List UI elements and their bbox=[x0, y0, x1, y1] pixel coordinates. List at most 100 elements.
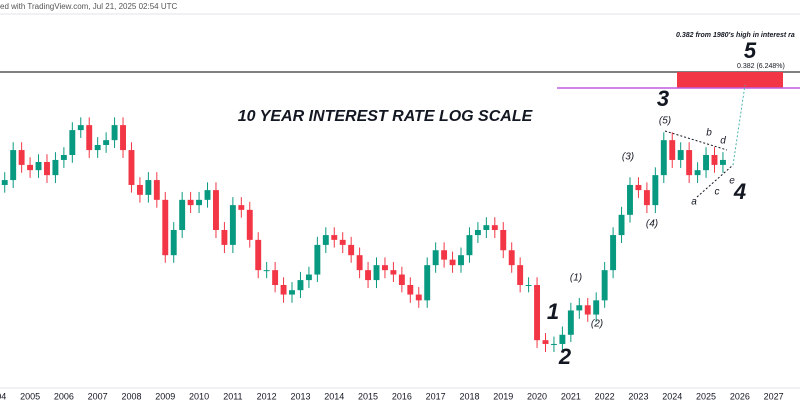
x-tick-label: 2005 bbox=[20, 391, 40, 401]
candle-body bbox=[365, 270, 372, 281]
candle-body bbox=[297, 280, 304, 291]
wave-label: (3) bbox=[622, 152, 634, 163]
x-tick-label: 2019 bbox=[493, 391, 513, 401]
candle-body bbox=[348, 244, 355, 256]
candle-body bbox=[458, 255, 464, 266]
x-tick-label: 2004 bbox=[0, 391, 6, 401]
candle-body bbox=[618, 214, 625, 236]
wave-label: (5) bbox=[659, 116, 671, 127]
x-tick-label: 2013 bbox=[290, 391, 310, 401]
candle-body bbox=[593, 300, 600, 315]
candle-body bbox=[719, 159, 726, 165]
candle-body bbox=[474, 229, 481, 236]
chart-title: 10 YEAR INTEREST RATE LOG SCALE bbox=[238, 108, 534, 125]
x-tick-label: 2006 bbox=[54, 391, 74, 401]
candle-body bbox=[483, 225, 490, 230]
candle-body bbox=[517, 265, 524, 286]
candle-body bbox=[542, 340, 549, 344]
x-tick-label: 2014 bbox=[324, 391, 344, 401]
candle-body bbox=[162, 199, 169, 256]
candle-body bbox=[18, 150, 25, 165]
wave-label: c bbox=[715, 187, 720, 198]
candle-body bbox=[415, 294, 422, 301]
candle-body bbox=[145, 180, 152, 195]
candle-body bbox=[44, 162, 50, 176]
x-tick-label: 2024 bbox=[662, 391, 682, 401]
candle-body bbox=[601, 270, 608, 301]
triangle-upper bbox=[664, 130, 728, 151]
x-tick-label: 2025 bbox=[696, 391, 716, 401]
candle-body bbox=[69, 130, 76, 155]
wave-label: a bbox=[691, 197, 697, 208]
triangle-lower bbox=[696, 164, 734, 198]
candle-body bbox=[643, 190, 650, 206]
x-tick-label: 2011 bbox=[223, 391, 242, 401]
candle-body bbox=[500, 229, 507, 251]
candle-body bbox=[314, 244, 321, 275]
candle-body bbox=[694, 170, 701, 176]
candle-body bbox=[559, 334, 566, 344]
x-tick-label: 2026 bbox=[730, 391, 750, 401]
x-tick-label: 2015 bbox=[358, 391, 378, 401]
target-zone bbox=[677, 72, 783, 88]
candle-body bbox=[660, 140, 667, 176]
candle-body bbox=[60, 154, 67, 160]
candle-body bbox=[331, 235, 338, 240]
x-tick-label: 2016 bbox=[392, 391, 412, 401]
candle-body bbox=[627, 184, 633, 215]
candle-body bbox=[686, 150, 693, 176]
candle-body bbox=[322, 235, 329, 245]
wave-label: (2) bbox=[591, 319, 603, 330]
wave-label: d bbox=[720, 136, 726, 147]
x-tick-label: 2007 bbox=[88, 391, 108, 401]
candle-body bbox=[229, 205, 236, 245]
candle-body bbox=[432, 250, 439, 266]
wave-label: 5 bbox=[744, 38, 757, 63]
candle-body bbox=[610, 235, 617, 271]
candle-body bbox=[179, 199, 186, 230]
wave-label: e bbox=[729, 176, 735, 187]
candle-body bbox=[424, 265, 431, 301]
candle-body bbox=[669, 140, 676, 160]
candle-body bbox=[263, 270, 270, 272]
candle-body bbox=[128, 150, 135, 185]
candle-body bbox=[390, 270, 397, 275]
candle-body bbox=[534, 285, 541, 341]
candle-body bbox=[398, 274, 405, 286]
wave-label: 3 bbox=[657, 86, 669, 111]
candle-body bbox=[170, 229, 177, 256]
wave-label: (4) bbox=[646, 219, 658, 230]
candle-body bbox=[449, 259, 456, 266]
candle-body bbox=[711, 154, 718, 165]
candle-body bbox=[635, 184, 642, 191]
candle-body bbox=[407, 285, 414, 295]
candle-body bbox=[584, 305, 591, 315]
candle-body bbox=[466, 235, 473, 256]
candle-body bbox=[491, 225, 498, 230]
candle-body bbox=[196, 199, 203, 206]
candle-body bbox=[550, 343, 557, 345]
wave-label: 1 bbox=[547, 299, 559, 324]
candle-body bbox=[10, 150, 17, 181]
x-tick-label: 2017 bbox=[426, 391, 446, 401]
wave-label: 4 bbox=[733, 179, 746, 204]
candle-body bbox=[1, 180, 8, 185]
candle-body bbox=[677, 150, 684, 160]
candle-body bbox=[373, 265, 380, 281]
projection bbox=[732, 84, 746, 166]
level-label: 0.382 (6.248%) bbox=[737, 63, 785, 70]
x-tick-label: 2023 bbox=[628, 391, 648, 401]
x-tick-label: 2010 bbox=[189, 391, 209, 401]
x-tick-label: 2012 bbox=[257, 391, 277, 401]
header: ed with TradingView.com, Jul 21, 2025 02… bbox=[0, 2, 178, 11]
candle-body bbox=[272, 270, 279, 286]
wave-label: b bbox=[706, 128, 712, 139]
candle-body bbox=[204, 190, 211, 200]
candle-body bbox=[35, 162, 42, 171]
candle-body bbox=[356, 255, 363, 271]
x-tick-label: 2021 bbox=[561, 391, 581, 401]
candle-body bbox=[221, 229, 228, 245]
candle-body bbox=[86, 125, 93, 151]
